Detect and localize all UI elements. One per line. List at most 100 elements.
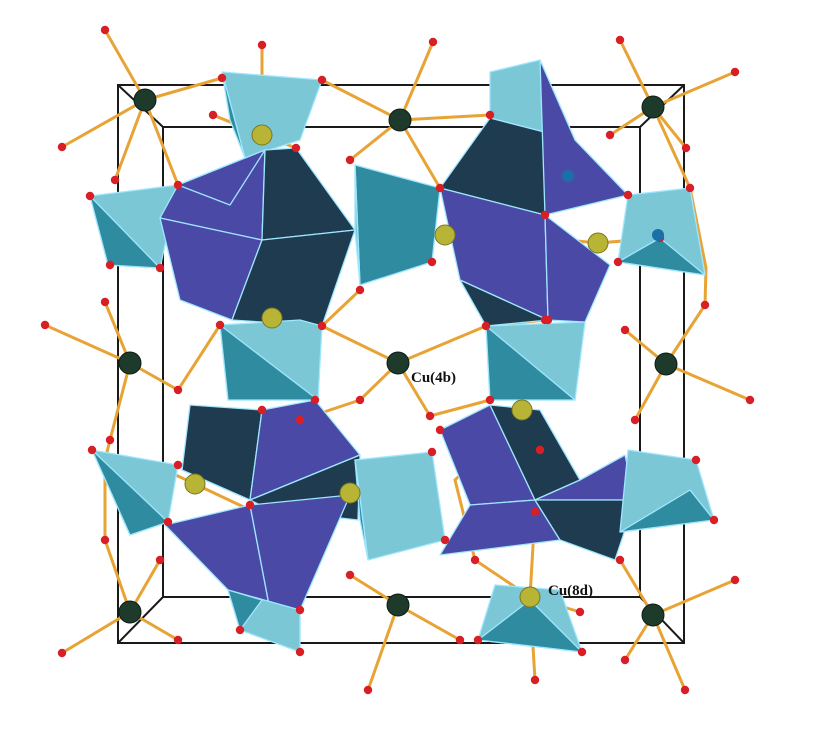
oxygen-atom <box>543 315 553 325</box>
bond <box>320 288 362 328</box>
bond <box>651 70 737 109</box>
polyhedra <box>89 59 715 653</box>
oxygen-atom <box>100 535 110 545</box>
center-atom <box>562 170 574 182</box>
oxygen-atom <box>730 575 740 585</box>
oxygen-atom <box>355 285 365 295</box>
cu-8d-label: Cu(8d) <box>548 583 593 599</box>
coordination-polyhedron <box>91 449 169 536</box>
coordination-polyhedron <box>477 599 583 653</box>
oxygen-atom <box>57 648 67 658</box>
oxygen-atom <box>155 555 165 565</box>
bond <box>396 603 462 642</box>
bond <box>60 98 147 149</box>
oxygen-atom <box>428 37 438 47</box>
oxygen-atom <box>217 73 227 83</box>
cu-8d-atom <box>339 482 361 504</box>
coordination-polyhedron <box>221 71 323 159</box>
oxygen-atom <box>317 75 327 85</box>
oxygen-atom <box>630 415 640 425</box>
atoms <box>40 25 755 695</box>
bond <box>103 28 147 102</box>
oxygen-atom <box>155 263 165 273</box>
oxygen-atom <box>110 175 120 185</box>
oxygen-atom <box>100 297 110 307</box>
oxygen-atom <box>295 647 305 657</box>
bond <box>428 398 492 418</box>
oxygen-atom <box>105 435 115 445</box>
bond <box>618 38 655 109</box>
center-atom <box>652 229 664 241</box>
oxygen-atom <box>485 395 495 405</box>
oxygen-atom <box>685 183 695 193</box>
oxygen-atom <box>173 180 183 190</box>
bond <box>703 266 708 307</box>
oxygen-atom <box>473 635 483 645</box>
bond <box>43 323 132 365</box>
coordination-polyhedron <box>617 237 706 276</box>
bond <box>320 324 400 365</box>
oxygen-atom <box>605 130 615 140</box>
bond <box>651 578 737 617</box>
coordination-polyhedron <box>354 164 361 286</box>
oxygen-atom <box>427 447 437 457</box>
coordination-polyhedron <box>219 324 319 401</box>
coordination-polyhedron <box>221 71 246 159</box>
oxygen-atom <box>620 655 630 665</box>
coordination-polyhedron <box>354 164 441 286</box>
oxygen-atom <box>575 607 585 617</box>
oxygen-atom <box>291 143 301 153</box>
oxygen-atom <box>440 535 450 545</box>
coordination-polyhedron <box>261 147 356 241</box>
bond <box>103 538 132 614</box>
bond <box>320 78 402 122</box>
cu-8d-atom <box>261 307 283 329</box>
coordination-polyhedron <box>177 149 266 206</box>
oxygen-atom <box>345 570 355 580</box>
oxygen-atom <box>530 507 540 517</box>
oxygen-atom <box>215 320 225 330</box>
coordination-polyhedron <box>354 451 446 561</box>
oxygen-atom <box>481 321 491 331</box>
bond <box>398 40 435 122</box>
oxygen-atom <box>355 395 365 405</box>
unit-cell-outer-frame <box>117 84 685 644</box>
bond <box>396 324 488 365</box>
oxygen-atom <box>105 260 115 270</box>
oxygen-atom <box>470 555 480 565</box>
oxygen-atom <box>615 555 625 565</box>
bond <box>664 362 752 402</box>
oxygen-atom <box>730 67 740 77</box>
oxygen-atom <box>427 257 437 267</box>
cu-4b-label: Cu(4b) <box>411 370 456 386</box>
oxygen-atom <box>208 110 218 120</box>
oxygen-atom <box>745 395 755 405</box>
bond <box>176 323 222 392</box>
bond <box>651 613 687 692</box>
oxygen-atom <box>57 142 67 152</box>
oxygen-atom <box>623 190 633 200</box>
cu-4b-atom <box>118 600 142 624</box>
oxygen-atom <box>700 300 710 310</box>
cu-4b-atom <box>386 593 410 617</box>
oxygen-atom <box>485 110 495 120</box>
oxygen-atom <box>435 183 445 193</box>
oxygen-atom <box>87 445 97 455</box>
coordination-polyhedron <box>619 489 715 533</box>
cu-8d-atom <box>511 399 533 421</box>
oxygen-atom <box>85 191 95 201</box>
cu-4b-atom <box>641 603 665 627</box>
oxygen-atom <box>613 257 623 267</box>
cu-8d-atom <box>519 586 541 608</box>
bond <box>60 610 132 655</box>
oxygen-atom <box>295 415 305 425</box>
oxygen-atom <box>681 143 691 153</box>
oxygen-atom <box>257 40 267 50</box>
coordination-polyhedron <box>227 589 263 631</box>
oxygen-atom <box>173 460 183 470</box>
oxygen-atom <box>435 425 445 435</box>
cu-4b-atom <box>386 351 410 375</box>
bond <box>108 361 132 442</box>
oxygen-atom <box>535 445 545 455</box>
